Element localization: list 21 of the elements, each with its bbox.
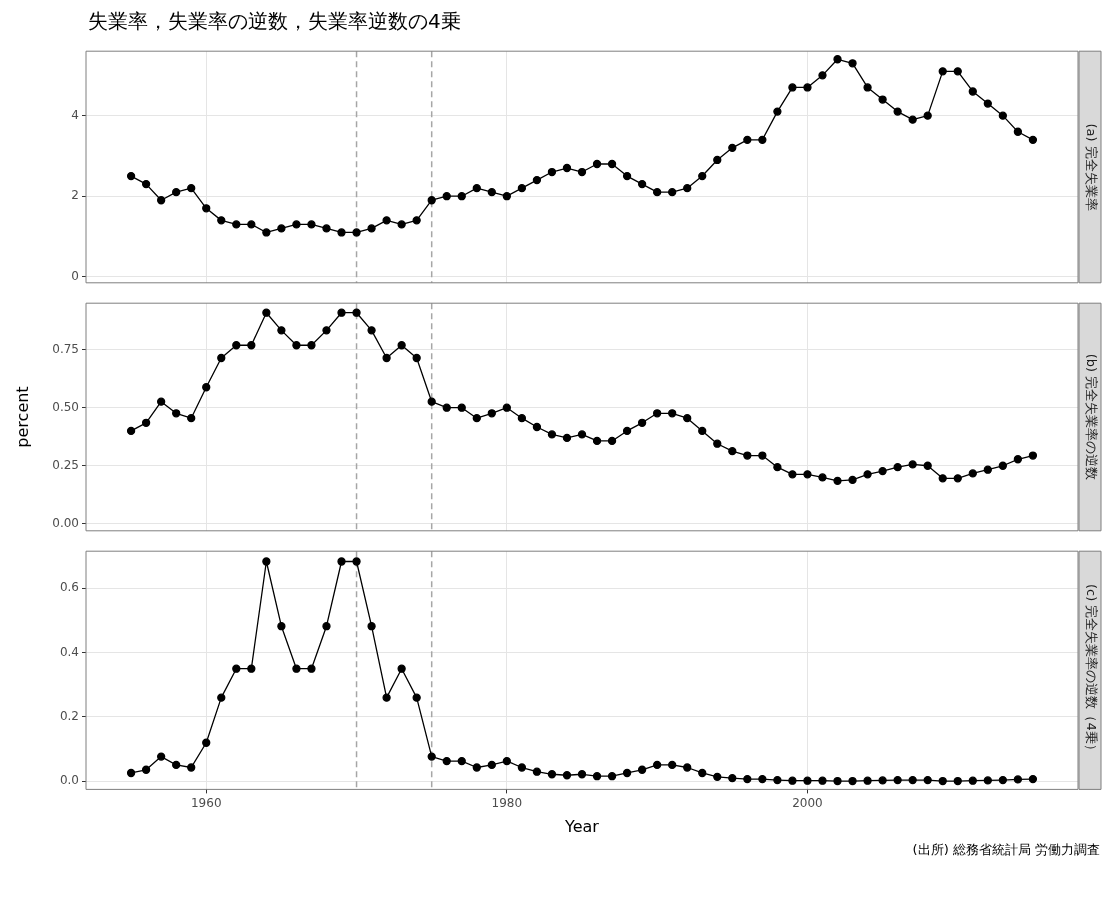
y-tick-label: 0.50 <box>52 399 79 414</box>
x-tick-label: 2000 <box>792 795 823 810</box>
x-tick-label: 1960 <box>190 795 222 810</box>
y2-axis-title: (b) 完全失業率の逆数 <box>1083 353 1099 481</box>
y2-axis-title: (c) 完全失業率の逆数（4乗） <box>1083 583 1099 757</box>
y-tick-label: 0 <box>71 268 79 283</box>
x-tick-label: 1980 <box>491 795 523 810</box>
y-tick-label: 0.4 <box>59 644 79 659</box>
y-tick-label: 4 <box>71 107 79 122</box>
y-tick-label: 0.75 <box>52 341 79 356</box>
chart-title: 失業率，失業率の逆数，失業率逆数の4乗 <box>88 8 462 35</box>
y-axis-title: percent <box>12 386 32 448</box>
y-tick-label: 0.6 <box>59 580 79 595</box>
text: (出所) 総務省統計局 労働力調査 <box>911 841 1100 859</box>
y-tick-label: 2 <box>71 188 79 203</box>
x-axis-title: Year <box>564 816 600 836</box>
y-tick-label: 0.0 <box>59 773 79 788</box>
y-tick-label: 0.00 <box>52 515 79 530</box>
y-tick-label: 0.2 <box>59 709 79 724</box>
y-tick-label: 0.25 <box>52 457 79 472</box>
y2-axis-title: (a) 完全失業率 <box>1083 123 1099 211</box>
